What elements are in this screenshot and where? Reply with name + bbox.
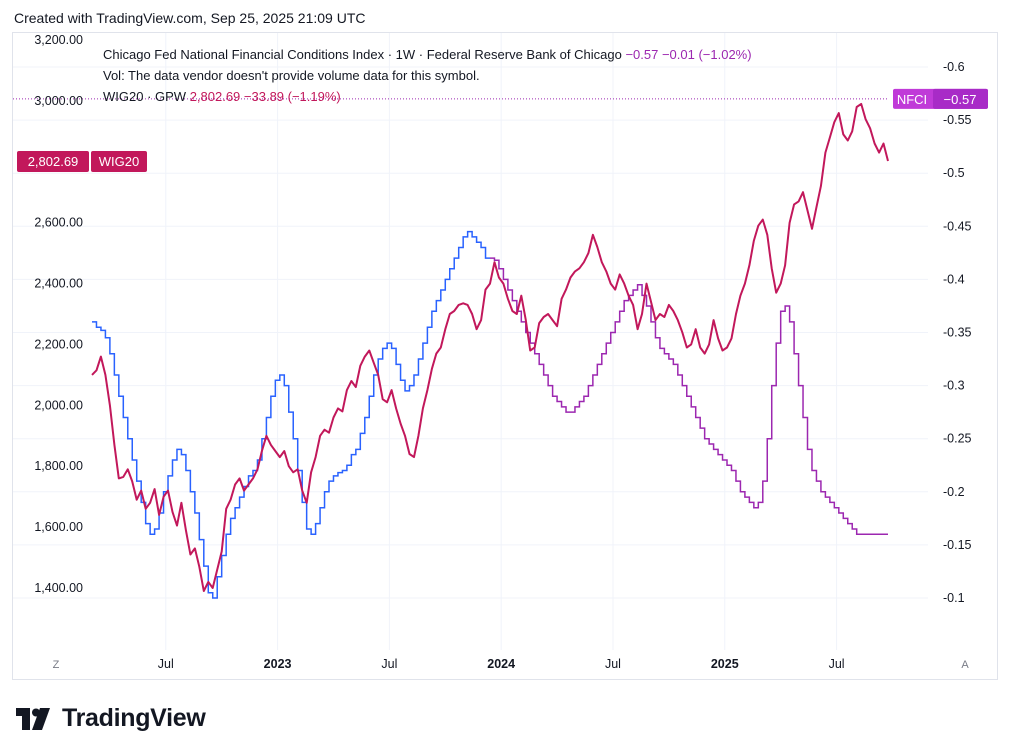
right-axis-tick-label: -0.3 <box>943 379 965 393</box>
time-axis-tick-label: Jul <box>158 657 174 671</box>
time-axis-tick-label: 2025 <box>711 657 739 671</box>
right-axis-tick-label: -0.55 <box>943 113 972 127</box>
right-axis-tick-label: -0.15 <box>943 538 972 552</box>
left-axis-tick-label: 2,600.00 <box>34 216 83 230</box>
legend-wig-values: 2,802.69 −33.89 (−1.19%) <box>189 89 341 104</box>
time-axis: Jul 2023 Jul 2024 Jul 2025 Jul <box>158 657 845 671</box>
wig20-price-badge[interactable]: 2,802.69 WIG20 <box>17 150 147 172</box>
right-axis-tick-label: -0.6 <box>943 60 965 74</box>
right-axis-tick-label: -0.5 <box>943 166 965 180</box>
time-axis-tick-label: 2023 <box>264 657 292 671</box>
right-axis-tick-label: -0.4 <box>943 272 965 286</box>
left-axis-tick-label: 1,400.00 <box>34 581 83 595</box>
created-with-text: Created with TradingView.com, Sep 25, 20… <box>14 10 366 26</box>
left-axis-tick-label: 1,800.00 <box>34 459 83 473</box>
right-axis-tick-label: -0.25 <box>943 432 972 446</box>
chart-grid <box>13 33 928 650</box>
nfci-series-line-early[interactable] <box>92 230 490 599</box>
legend-nfci-row[interactable]: Chicago Fed National Financial Condition… <box>103 44 752 65</box>
nfci-badge-value: −0.57 <box>944 92 977 107</box>
nfci-badge-name: NFCI <box>897 92 927 107</box>
price-badges: NFCI −0.57 2,802.69 WIG20 <box>17 88 988 172</box>
corner-buttons: Z A <box>53 659 970 671</box>
left-axis-tick-label: 3,000.00 <box>34 94 83 108</box>
right-axis-tick-label: -0.35 <box>943 326 972 340</box>
wig20-badge-value: 2,802.69 <box>28 154 79 169</box>
wig20-series-line[interactable] <box>91 102 889 592</box>
tradingview-logo-text: TradingView <box>62 704 206 732</box>
legend-wig-row[interactable]: WIG20 · GPW 2,802.69 −33.89 (−1.19%) <box>103 86 752 107</box>
chart-frame[interactable] <box>12 32 998 680</box>
nfci-badge-value-background <box>933 88 988 109</box>
series-layer <box>13 98 889 599</box>
left-axis-tick-label: 3,200.00 <box>34 33 83 47</box>
right-axis-tick-label: -0.2 <box>943 485 965 499</box>
right-axis-tick-label: -0.1 <box>943 591 965 605</box>
time-axis-tick-label: Jul <box>381 657 397 671</box>
tradingview-logo-icon <box>16 707 50 730</box>
nfci-price-badge[interactable]: NFCI −0.57 <box>893 88 988 109</box>
left-axis-tick-label: 2,400.00 <box>34 277 83 291</box>
legend-nfci-values: −0.57 −0.01 (−1.02%) <box>625 47 752 62</box>
auto-scale-button-a[interactable]: A <box>961 659 969 671</box>
log-scale-button-z[interactable]: Z <box>53 659 60 671</box>
chart-legend: Chicago Fed National Financial Condition… <box>103 44 752 107</box>
time-axis-tick-label: Jul <box>605 657 621 671</box>
tradingview-logo[interactable]: TradingView <box>16 704 206 733</box>
legend-volume-note: Vol: The data vendor doesn't provide vol… <box>103 68 480 83</box>
time-axis-tick-label: 2024 <box>487 657 515 671</box>
nfci-series-line-recent[interactable] <box>490 257 888 536</box>
left-axis-tick-label: 1,600.00 <box>34 520 83 534</box>
wig20-badge-name: WIG20 <box>99 154 139 169</box>
wig20-badge-name-background <box>91 150 147 172</box>
left-price-axis: 1,400.00 1,600.00 1,800.00 2,000.00 2,200.00… <box>34 33 83 595</box>
legend-nfci-title: Chicago Fed National Financial Condition… <box>103 47 622 62</box>
right-price-axis: -0.6 -0.55 -0.5 -0.45 -0.4 -0.35 -0.3 -0.25 -0.2… <box>943 60 972 605</box>
legend-wig-title: WIG20 · GPW <box>103 89 187 104</box>
left-axis-tick-label: 2,200.00 <box>34 337 83 351</box>
right-axis-tick-label: -0.45 <box>943 219 972 233</box>
left-axis-tick-label: 2,000.00 <box>34 398 83 412</box>
wig20-badge-value-background <box>17 150 89 172</box>
time-axis-tick-label: Jul <box>829 657 845 671</box>
